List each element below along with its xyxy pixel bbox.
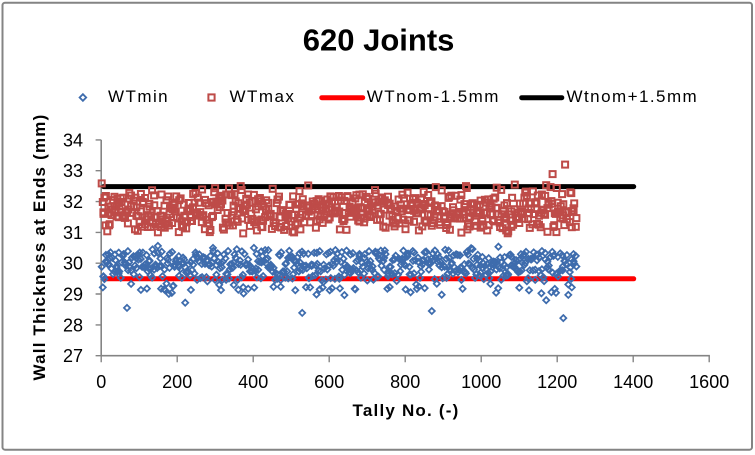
svg-text:Wall Thickness at Ends (mm): Wall Thickness at Ends (mm)	[30, 114, 49, 381]
svg-text:Tally No. (-): Tally No. (-)	[353, 401, 460, 420]
svg-text:27: 27	[63, 346, 83, 366]
svg-text:31: 31	[63, 223, 83, 243]
svg-text:620 Joints: 620 Joints	[303, 23, 455, 58]
svg-text:30: 30	[63, 254, 83, 274]
svg-text:WTmax: WTmax	[230, 87, 296, 106]
svg-text:1400: 1400	[613, 372, 653, 392]
svg-text:32: 32	[63, 192, 83, 212]
svg-text:Wtnom+1.5mm: Wtnom+1.5mm	[567, 87, 699, 106]
svg-text:800: 800	[390, 372, 420, 392]
svg-text:29: 29	[63, 284, 83, 304]
svg-text:1200: 1200	[537, 372, 577, 392]
svg-text:WTnom-1.5mm: WTnom-1.5mm	[367, 87, 500, 106]
svg-text:28: 28	[63, 315, 83, 335]
svg-text:1000: 1000	[461, 372, 501, 392]
svg-text:33: 33	[63, 161, 83, 181]
svg-text:400: 400	[238, 372, 268, 392]
svg-text:WTmin: WTmin	[108, 87, 169, 106]
svg-text:0: 0	[96, 372, 106, 392]
svg-text:600: 600	[314, 372, 344, 392]
svg-text:200: 200	[162, 372, 192, 392]
svg-text:1600: 1600	[689, 372, 729, 392]
svg-text:34: 34	[63, 130, 83, 150]
